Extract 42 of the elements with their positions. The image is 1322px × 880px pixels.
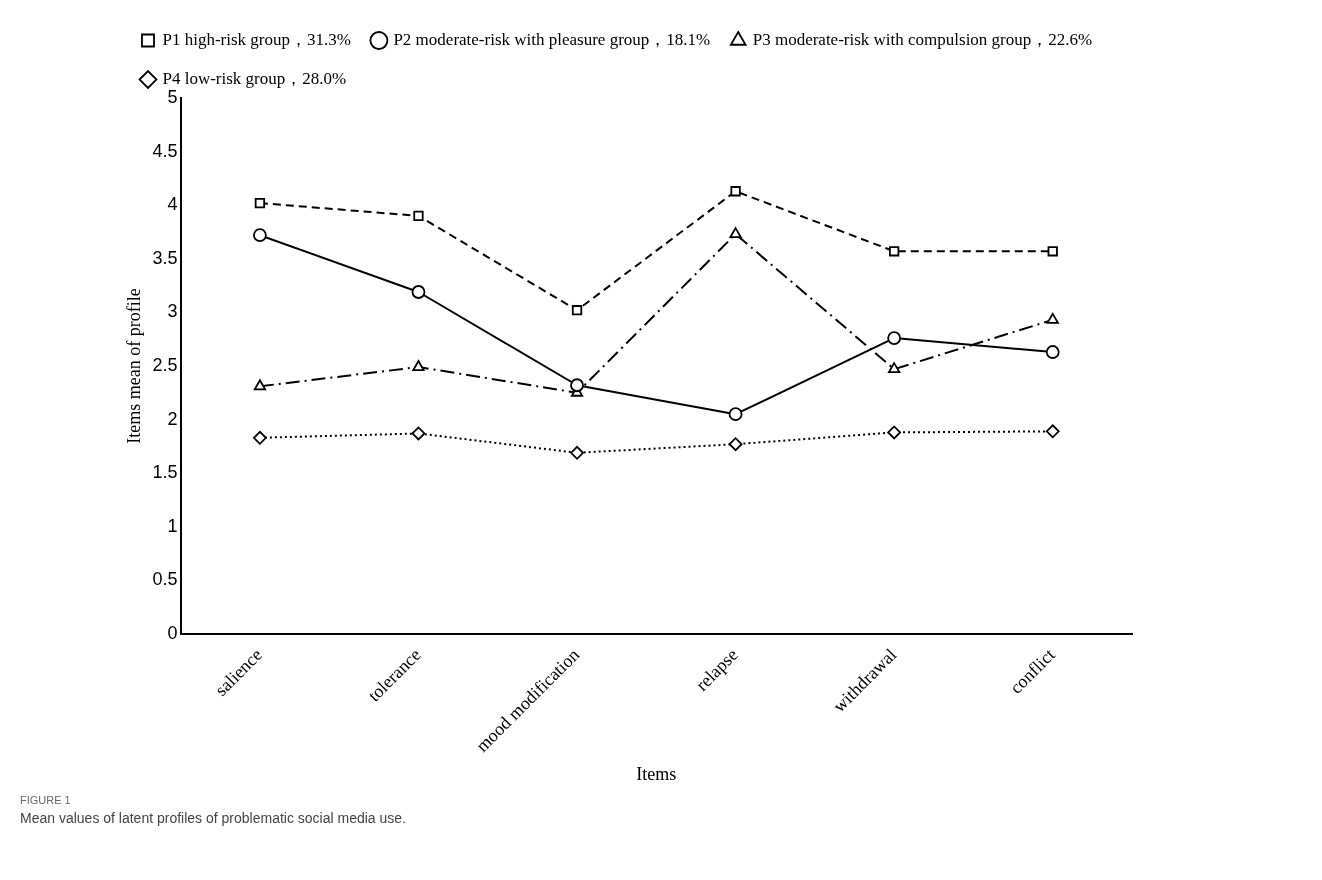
y-tick-label: 3.5: [152, 247, 178, 268]
y-tick-label: 0.5: [152, 569, 178, 590]
y-tick-label: 3: [167, 301, 178, 322]
point: [1046, 312, 1059, 324]
point: [412, 360, 425, 371]
point: [887, 331, 902, 345]
y-axis-title: Items mean of profile: [123, 288, 144, 444]
legend-label: P2 moderate-risk with pleasure group，18.1%: [393, 29, 711, 49]
point: [254, 197, 266, 209]
legend-label: P3 moderate-risk with compulsion group，22.6%: [752, 29, 1093, 49]
point: [253, 430, 267, 445]
legend-label: P1 high-risk group，31.3%: [162, 29, 351, 49]
y-tick-label: 1: [167, 515, 178, 536]
point: [253, 379, 266, 391]
point: [570, 445, 584, 460]
point: [1045, 424, 1060, 439]
point: [888, 362, 901, 374]
point: [1047, 246, 1058, 257]
y-tick-label: 1.5: [152, 462, 178, 483]
y-tick-label: 4.5: [152, 140, 178, 161]
point: [728, 407, 743, 422]
caption: FIGURE 1: [20, 794, 72, 806]
point: [729, 227, 742, 239]
point: [730, 186, 741, 197]
y-tick-label: 2.5: [152, 354, 178, 375]
point: [1045, 345, 1060, 359]
point: [889, 246, 900, 257]
y-tick-label: 4: [167, 194, 178, 215]
y-tick-label: 2: [167, 408, 178, 429]
point: [570, 378, 584, 393]
point: [887, 425, 902, 440]
x-axis-title: Items: [636, 763, 677, 784]
y-tick-label: 0: [167, 622, 178, 643]
y-tick-label: 5: [167, 86, 178, 107]
text: Mean values of latent profiles of problematic social media use.: [20, 810, 407, 826]
point: [571, 305, 583, 316]
point: [411, 426, 426, 441]
legend-label: P4 low-risk group，28.0%: [162, 68, 347, 88]
point: [253, 228, 267, 243]
point: [728, 437, 743, 452]
point: [411, 285, 426, 299]
point: [413, 210, 424, 222]
